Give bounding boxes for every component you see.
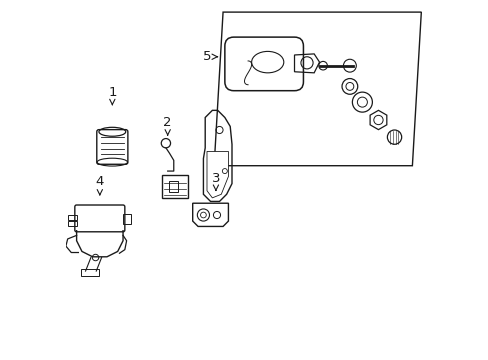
Bar [68,215,77,220]
Bar [81,269,99,276]
Text: 4: 4 [96,175,104,195]
Text: 3: 3 [211,172,220,190]
Text: 5: 5 [203,50,217,63]
Text: 2: 2 [163,116,172,135]
Polygon shape [206,152,228,198]
Bar [68,221,77,226]
Bar [162,175,188,198]
Text: 1: 1 [108,86,116,105]
Bar [123,214,131,224]
Bar [169,181,178,192]
